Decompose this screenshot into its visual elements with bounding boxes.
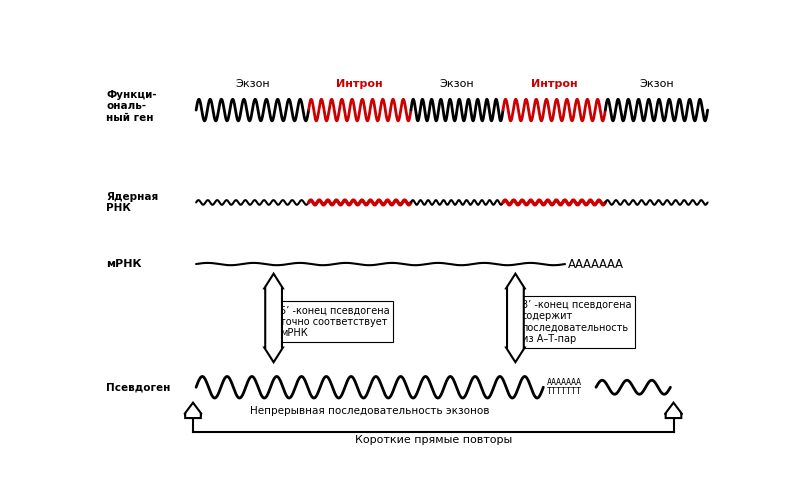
Text: Интрон: Интрон <box>337 79 383 89</box>
Polygon shape <box>264 274 283 362</box>
Text: Экзон: Экзон <box>639 79 674 89</box>
Text: Экзон: Экзон <box>235 79 270 89</box>
Text: 3’ -конец псевдогена
содержит
последовательность
из А–Т-пар: 3’ -конец псевдогена содержит последоват… <box>522 300 631 344</box>
Polygon shape <box>665 402 682 418</box>
Polygon shape <box>184 402 202 418</box>
Text: Экзон: Экзон <box>440 79 474 89</box>
Text: Функци-
ональ-
ный ген: Функци- ональ- ный ген <box>106 90 157 123</box>
Text: мРНК: мРНК <box>106 259 142 269</box>
Text: 5’ -конец псевдогена
точно соответствует
мРНК: 5’ -конец псевдогена точно соответствует… <box>280 305 390 338</box>
Text: ААААААА: ААААААА <box>546 378 582 387</box>
Text: ТТТТТТТ: ТТТТТТТ <box>546 388 582 396</box>
Text: Интрон: Интрон <box>531 79 578 89</box>
Text: Короткие прямые повторы: Короткие прямые повторы <box>354 434 512 444</box>
Text: Псевдоген: Псевдоген <box>106 382 170 392</box>
Text: ААААААА: ААААААА <box>568 258 624 270</box>
Text: Непрерывная последовательность экзонов: Непрерывная последовательность экзонов <box>250 406 490 416</box>
Text: Ядерная
РНК: Ядерная РНК <box>106 192 158 213</box>
Polygon shape <box>506 274 525 362</box>
